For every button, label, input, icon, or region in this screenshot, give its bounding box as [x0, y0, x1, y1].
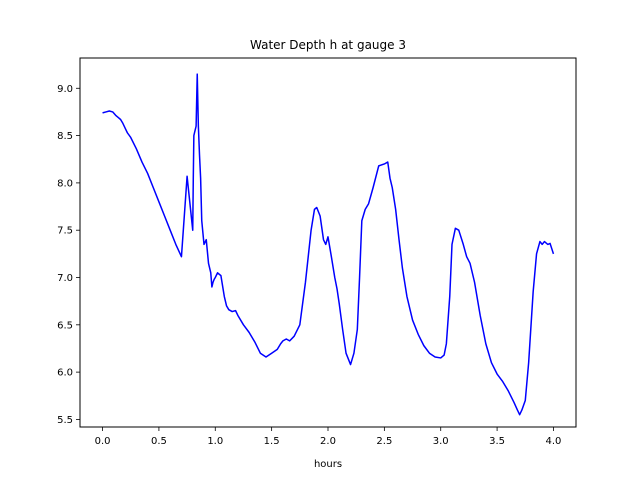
x-tick-label: 0.0: [95, 436, 111, 447]
x-tick-label: 2.0: [320, 436, 336, 447]
y-tick-label: 8.0: [57, 178, 73, 189]
y-tick-label: 8.5: [57, 131, 73, 142]
x-tick-label: 3.0: [433, 436, 449, 447]
y-tick-label: 6.5: [57, 320, 73, 331]
x-tick-label: 3.5: [489, 436, 505, 447]
y-tick-label: 9.0: [57, 84, 73, 95]
y-tick-label: 7.5: [57, 226, 73, 237]
y-axis-ticks: 5.5 6.0 6.5 7.0 7.5 8.0 8.5 9.0: [57, 84, 80, 426]
x-axis-label: hours: [314, 459, 342, 470]
series-line: [102, 73, 555, 416]
chart-title: Water Depth h at gauge 3: [250, 38, 406, 52]
y-tick-label: 7.0: [57, 273, 73, 284]
x-tick-label: 0.5: [151, 436, 167, 447]
plot-area-frame: [79, 57, 577, 428]
y-tick-label: 6.0: [57, 368, 73, 379]
x-tick-label: 2.5: [376, 436, 392, 447]
x-tick-label: 1.0: [207, 436, 223, 447]
x-axis-ticks: 0.0 0.5 1.0 1.5 2.0 2.5 3.0 3.5 4.0: [95, 427, 562, 447]
x-tick-label: 1.5: [264, 436, 280, 447]
x-tick-label: 4.0: [546, 436, 562, 447]
series-layer: [102, 73, 555, 416]
y-tick-label: 5.5: [57, 415, 73, 426]
